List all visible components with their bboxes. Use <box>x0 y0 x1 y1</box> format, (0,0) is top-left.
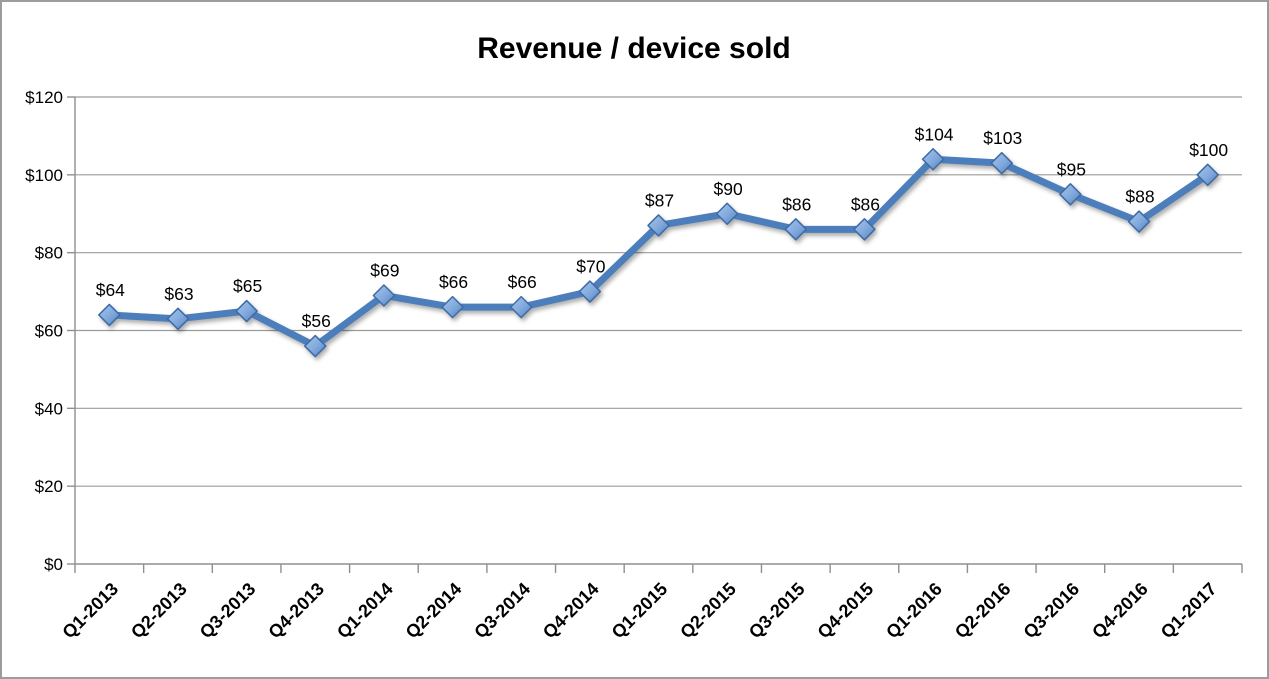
data-label: $66 <box>508 272 537 292</box>
series-layer <box>98 148 1219 358</box>
chart-title: Revenue / device sold <box>477 32 790 65</box>
diamond-marker <box>372 284 396 307</box>
diamond-marker <box>715 202 739 225</box>
x-axis-category-label: Q4-2013 <box>264 579 328 643</box>
x-axis-category-label: Q4-2014 <box>539 579 603 643</box>
data-label: $66 <box>439 272 468 292</box>
y-axis-tick-label: $120 <box>25 88 63 107</box>
data-label: $90 <box>714 179 743 199</box>
data-label: $88 <box>1125 187 1154 207</box>
data-label: $69 <box>370 260 399 280</box>
data-label: $56 <box>302 311 331 331</box>
x-axis-category-label: Q4-2016 <box>1088 579 1152 643</box>
data-label: $104 <box>915 124 954 144</box>
data-label: $70 <box>576 257 605 277</box>
x-axis-category-label: Q3-2016 <box>1020 579 1084 643</box>
diamond-marker <box>304 334 327 358</box>
x-axis-category-label: Q4-2015 <box>814 579 878 643</box>
data-label: $65 <box>233 276 262 296</box>
data-label: $86 <box>851 194 880 214</box>
diamond-marker <box>509 295 533 319</box>
diamond-marker <box>1196 163 1219 187</box>
diamond-marker <box>166 307 190 331</box>
diamond-marker <box>647 214 670 237</box>
x-axis-category-label: Q3-2013 <box>196 579 260 643</box>
data-label: $86 <box>782 194 811 214</box>
diamond-marker <box>921 148 945 171</box>
label-layer: $64 $63 $65 $56 $69 $66 $66 $70 $87 $90 $86 $86 $104… <box>96 124 1229 331</box>
y-axis-tick-label: $0 <box>44 555 63 574</box>
x-axis-category-label: Q2-2013 <box>127 579 191 643</box>
diamond-marker <box>853 218 876 241</box>
data-label: $64 <box>96 280 125 300</box>
diamond-marker <box>98 303 121 327</box>
x-axis-category-label: Q1-2015 <box>608 579 672 643</box>
diamond-marker <box>990 151 1013 175</box>
x-axis-category-label: Q1-2017 <box>1157 579 1221 643</box>
data-label: $87 <box>645 190 674 210</box>
diamond-marker <box>1127 210 1151 233</box>
data-label: $103 <box>983 128 1022 148</box>
data-label: $100 <box>1189 140 1228 160</box>
x-axis-category-label: Q1-2014 <box>333 579 397 643</box>
y-axis-tick-label: $100 <box>25 166 63 185</box>
x-axis-category-label: Q2-2015 <box>676 579 740 643</box>
diamond-marker <box>1059 183 1082 206</box>
x-axis-category-label: Q1-2013 <box>58 579 122 643</box>
data-label: $63 <box>164 284 193 304</box>
x-axis-category-label: Q3-2015 <box>745 579 809 643</box>
y-axis-tick-label: $80 <box>35 244 63 263</box>
y-axis-tick-label: $20 <box>35 477 63 496</box>
diamond-marker <box>441 295 464 319</box>
diamond-marker <box>578 280 602 303</box>
y-axis-tick-label: $40 <box>35 399 63 418</box>
diamond-marker <box>784 218 808 241</box>
x-axis-category-label: Q1-2016 <box>882 579 946 643</box>
data-label: $95 <box>1057 159 1086 179</box>
x-axis-category-label: Q2-2016 <box>951 579 1015 643</box>
x-axis-category-label: Q2-2014 <box>402 579 466 643</box>
grid-layer <box>75 96 1242 487</box>
x-axis-category-label: Q3-2014 <box>470 579 534 643</box>
diamond-marker <box>235 299 258 323</box>
y-axis-tick-label: $60 <box>35 322 63 341</box>
